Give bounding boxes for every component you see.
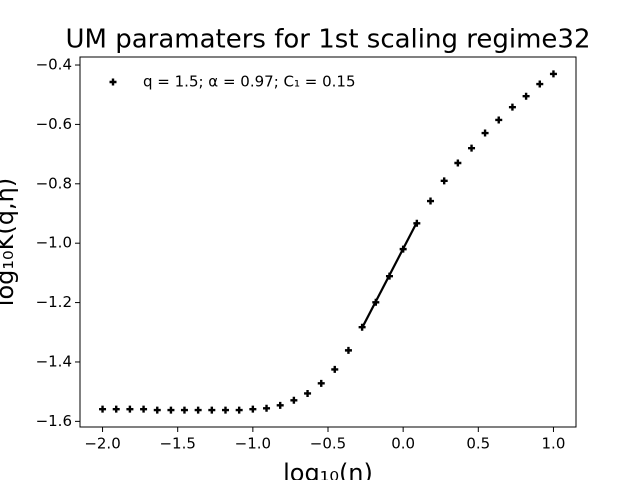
y-tick-label: −1.4 xyxy=(36,352,72,370)
x-axis-label: log₁₀(η) xyxy=(283,459,373,480)
data-point xyxy=(344,346,352,354)
y-tick-label: −1.0 xyxy=(36,234,72,252)
legend-marker xyxy=(109,78,117,86)
data-point xyxy=(180,406,188,414)
data-point xyxy=(549,70,557,78)
x-tick-label: −1.0 xyxy=(235,435,271,453)
fit-line xyxy=(361,221,418,329)
data-point xyxy=(112,405,120,413)
y-tick-label: −0.6 xyxy=(36,115,72,133)
data-point xyxy=(304,389,312,397)
data-point xyxy=(167,406,175,414)
x-tick-label: 0.0 xyxy=(391,435,415,453)
data-point xyxy=(481,129,489,137)
y-tick-label: −0.8 xyxy=(36,174,72,192)
data-point xyxy=(454,159,462,167)
data-point xyxy=(221,406,229,414)
data-point xyxy=(276,401,284,409)
data-point xyxy=(208,406,216,414)
axes-frame xyxy=(79,56,577,428)
data-point xyxy=(290,396,298,404)
data-point xyxy=(427,197,435,205)
x-tick-label: −2.0 xyxy=(84,435,120,453)
data-point xyxy=(126,405,134,413)
data-point xyxy=(508,103,516,111)
data-point xyxy=(331,365,339,373)
y-tick-label: −0.4 xyxy=(36,56,72,74)
x-tick-label: 1.0 xyxy=(542,435,566,453)
data-point xyxy=(317,379,325,387)
x-tick-label: −0.5 xyxy=(310,435,346,453)
data-point xyxy=(263,404,271,412)
data-point xyxy=(249,405,257,413)
data-point xyxy=(99,405,107,413)
data-point xyxy=(536,80,544,88)
legend-label: q = 1.5; α = 0.97; C₁ = 0.15 xyxy=(143,73,356,91)
data-point xyxy=(468,144,476,152)
data-point xyxy=(235,406,243,414)
chart-title: UM paramaters for 1st scaling regime32 xyxy=(65,25,590,55)
x-tick-label: −1.5 xyxy=(159,435,195,453)
y-tick-label: −1.6 xyxy=(36,412,72,430)
data-point xyxy=(140,405,148,413)
data-point xyxy=(153,406,161,414)
data-point xyxy=(440,177,448,185)
x-tick-label: 0.5 xyxy=(466,435,490,453)
data-point xyxy=(194,406,202,414)
data-point xyxy=(522,92,530,100)
y-axis-label: log₁₀K(q,η) xyxy=(0,178,19,306)
y-tick-label: −1.2 xyxy=(36,293,72,311)
data-point xyxy=(495,116,503,124)
